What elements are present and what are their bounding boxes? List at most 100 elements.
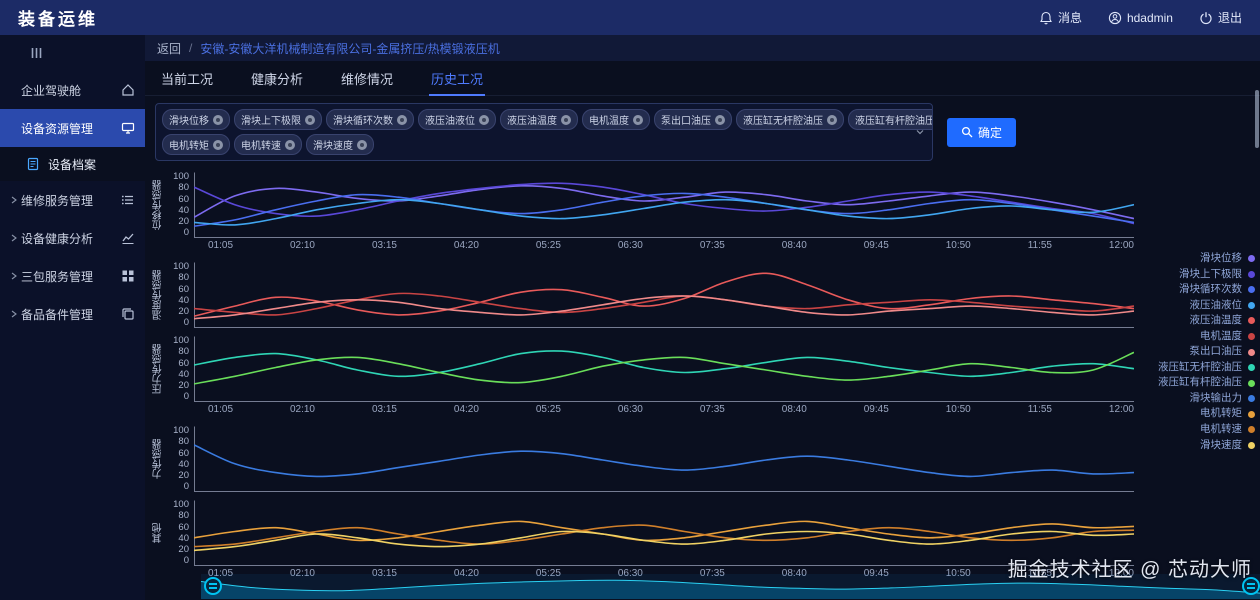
legend-item[interactable]: 液压油温度 xyxy=(1189,314,1255,327)
list-icon xyxy=(121,193,135,207)
datazoom-slider[interactable] xyxy=(201,574,1260,599)
legend-item[interactable]: 液压缸有杆腔油压 xyxy=(1158,377,1255,389)
sidebar-item-device-resource[interactable]: 设备资源管理 xyxy=(0,109,145,147)
filter-tag-label: 滑块循环次数 xyxy=(333,116,393,127)
tag-remove-icon[interactable] xyxy=(715,114,725,125)
zoom-handle-right[interactable] xyxy=(1242,577,1260,595)
chart-y-title: 压力传感器 xyxy=(153,344,164,394)
chevron-down-icon[interactable] xyxy=(915,127,925,137)
chart-y-title: 温度传感器 xyxy=(153,270,164,320)
chart-3: 力传感器 100 80 60 40 20 0 xyxy=(151,426,1134,492)
messages-button[interactable]: 消息 xyxy=(1039,9,1082,26)
tag-remove-icon[interactable] xyxy=(305,114,315,125)
legend-label: 滑块速度 xyxy=(1200,438,1242,451)
tab-health[interactable]: 健康分析 xyxy=(251,71,304,87)
series-液压缸有杆腔油压 xyxy=(194,352,1134,384)
scrollbar-thumb[interactable] xyxy=(1255,90,1259,148)
y-tick-label: 0 xyxy=(183,481,189,493)
tag-remove-icon[interactable] xyxy=(827,114,837,125)
legend-item[interactable]: 电机温度 xyxy=(1200,330,1255,343)
sidebar: 企业驾驶舱 设备资源管理 设备档案 维修服务管理 设备健康分析 三包服务管理 备品备件管理 xyxy=(0,35,145,600)
breadcrumb-separator: / xyxy=(189,41,193,55)
app-logo: 装备运维 xyxy=(18,10,98,29)
file-icon xyxy=(26,157,40,171)
sidebar-item-cockpit[interactable]: 企业驾驶舱 xyxy=(0,71,145,109)
sidebar-collapse-button[interactable] xyxy=(0,35,145,71)
legend-item[interactable]: 泵出口油压 xyxy=(1189,345,1255,358)
filter-tag[interactable]: 液压油温度 xyxy=(500,109,578,130)
filter-tag-label: 液压油液位 xyxy=(425,116,475,127)
legend-label: 液压油液位 xyxy=(1189,298,1243,311)
legend-label: 滑块输出力 xyxy=(1189,391,1243,404)
sidebar-item-health-analysis[interactable]: 设备健康分析 xyxy=(0,219,145,257)
y-tick-label: 0 xyxy=(183,555,189,567)
tag-remove-icon[interactable] xyxy=(561,114,571,125)
filter-tag[interactable]: 滑块位移 xyxy=(162,109,230,130)
series-电机转速 xyxy=(194,525,1134,547)
x-tick-label: 01:05 xyxy=(208,568,234,579)
logout-button[interactable]: 退出 xyxy=(1199,9,1242,26)
y-tick-label: 20 xyxy=(178,544,189,556)
parameter-select[interactable]: 滑块位移 滑块上下极限 滑块循环次数 液压油液位 液压油温度 电机温度 泵出口油压 液压缸无杆… xyxy=(155,103,933,161)
tag-remove-icon[interactable] xyxy=(213,114,223,125)
legend-dot xyxy=(1248,364,1255,372)
tag-remove-icon[interactable] xyxy=(213,139,223,150)
filter-tag[interactable]: 泵出口油压 xyxy=(654,109,732,130)
sidebar-item-warranty-service[interactable]: 三包服务管理 xyxy=(0,257,145,295)
x-tick-label: 08:40 xyxy=(781,240,807,251)
sidebar-item-maintenance-service[interactable]: 维修服务管理 xyxy=(0,181,145,219)
legend-item[interactable]: 电机转速 xyxy=(1200,423,1255,436)
tag-remove-icon[interactable] xyxy=(633,114,643,125)
x-tick-label: 05:25 xyxy=(535,404,561,415)
tag-remove-icon[interactable] xyxy=(357,139,367,150)
filter-tag[interactable]: 滑块循环次数 xyxy=(326,109,414,130)
x-tick-label: 12:00 xyxy=(1108,404,1134,415)
filter-tag[interactable]: 电机温度 xyxy=(582,109,650,130)
datazoom-wave xyxy=(201,574,1260,599)
legend-item[interactable]: 滑块位移 xyxy=(1200,252,1255,265)
y-tick-label: 100 xyxy=(173,171,189,182)
confirm-button[interactable]: 确定 xyxy=(947,117,1017,147)
tag-remove-icon[interactable] xyxy=(479,114,489,125)
legend-item[interactable]: 电机转矩 xyxy=(1200,408,1255,420)
filter-tag[interactable]: 滑块上下极限 xyxy=(234,109,322,130)
filter-tag[interactable]: 液压缸有杆腔油压 xyxy=(848,109,932,130)
chevron-right-icon xyxy=(10,196,21,204)
filter-tag[interactable]: 电机转速 xyxy=(234,134,302,155)
home-icon xyxy=(121,83,135,97)
filter-tag[interactable]: 液压油液位 xyxy=(418,109,496,130)
x-tick-label: 07:35 xyxy=(699,240,725,251)
x-tick-label: 10:50 xyxy=(945,404,971,415)
legend-item[interactable]: 滑块循环次数 xyxy=(1179,284,1255,296)
legend-item[interactable]: 液压油液位 xyxy=(1189,298,1255,312)
tag-remove-icon[interactable] xyxy=(397,114,407,125)
chevron-right-icon xyxy=(10,234,21,242)
grid-icon xyxy=(121,269,135,283)
user-menu[interactable]: hdadmin xyxy=(1108,11,1173,25)
legend-label: 液压油温度 xyxy=(1189,314,1243,327)
sidebar-item-spare-parts[interactable]: 备品备件管理 xyxy=(0,295,145,333)
x-tick-label: 11:55 xyxy=(1027,568,1052,579)
x-tick-label: 11:55 xyxy=(1027,240,1052,251)
chart-plot xyxy=(194,262,1134,328)
tag-remove-icon[interactable] xyxy=(285,139,295,150)
sidebar-item-device-archive[interactable]: 设备档案 xyxy=(0,147,145,181)
filter-tag[interactable]: 电机转矩 xyxy=(162,134,230,155)
zoom-handle-left[interactable] xyxy=(204,577,222,595)
legend-item[interactable]: 液压缸无杆腔油压 xyxy=(1158,361,1255,374)
filter-tag-label: 滑块速度 xyxy=(313,141,353,152)
y-tick-label: 100 xyxy=(173,261,189,272)
legend-item[interactable]: 滑块上下极限 xyxy=(1179,268,1255,281)
legend-item[interactable]: 滑块输出力 xyxy=(1189,391,1255,405)
legend-item[interactable]: 滑块速度 xyxy=(1200,438,1255,452)
legend-label: 泵出口油压 xyxy=(1189,345,1243,358)
chart-y-axis: 100 80 60 40 20 0 xyxy=(166,262,194,328)
tab-repair[interactable]: 维修情况 xyxy=(341,71,394,87)
back-button[interactable]: 返回 xyxy=(157,41,182,56)
filter-tag[interactable]: 液压缸无杆腔油压 xyxy=(736,109,844,130)
y-tick-label: 60 xyxy=(178,521,189,533)
filter-row: 滑块位移 滑块上下极限 滑块循环次数 液压油液位 液压油温度 电机温度 泵出口油压 液压缸无杆… xyxy=(145,96,1260,168)
tab-current[interactable]: 当前工况 xyxy=(161,71,214,87)
tab-history[interactable]: 历史工况 xyxy=(429,61,486,96)
filter-tag[interactable]: 滑块速度 xyxy=(306,134,374,155)
